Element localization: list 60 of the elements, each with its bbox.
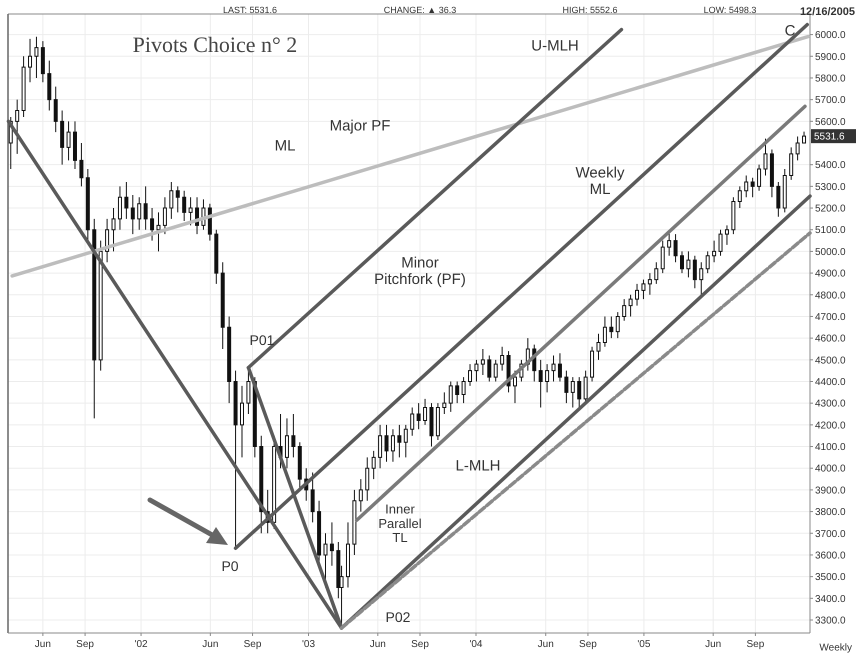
x-tick-label: '03 xyxy=(302,639,316,650)
y-tick-label: 3600.0 xyxy=(815,550,846,562)
y-tick-label: 3800.0 xyxy=(815,507,846,518)
x-tick-label: Sep xyxy=(244,639,262,650)
annotation: C xyxy=(784,22,796,40)
y-tick-label: 5000.0 xyxy=(815,246,846,258)
x-tick-label: Jun xyxy=(370,639,386,650)
y-tick-label: 6000.0 xyxy=(815,30,846,42)
text: Weekly xyxy=(819,642,852,654)
annotation: Major PF xyxy=(330,117,390,134)
y-tick-label: 4600.0 xyxy=(815,334,846,345)
annotation: U-MLH xyxy=(531,37,579,54)
y-tick-label: 4700.0 xyxy=(815,312,846,323)
x-tick-label: Sep xyxy=(76,639,94,650)
annotation: P02 xyxy=(386,608,411,625)
x-tick-label: Jun xyxy=(202,639,218,650)
annotation: L-MLH xyxy=(455,457,501,474)
y-tick-label: 3900.0 xyxy=(815,485,846,496)
y-tick-label: 3500.0 xyxy=(815,572,846,584)
y-tick-label: 4900.0 xyxy=(815,268,846,280)
text: 5531.6 xyxy=(814,132,846,143)
y-tick-label: 5600.0 xyxy=(815,116,846,128)
y-tick-label: 3400.0 xyxy=(815,594,846,605)
annotation: Inner Parallel TL xyxy=(378,502,422,546)
x-tick-label: Jun xyxy=(34,639,51,650)
x-tick-label: Jun xyxy=(538,639,554,650)
annotation: ML xyxy=(274,137,296,154)
y-tick-label: 4800.0 xyxy=(815,290,846,302)
y-tick-label: 5200.0 xyxy=(815,204,846,215)
y-tick-label: 5300.0 xyxy=(815,182,846,193)
y-tick-label: 5800.0 xyxy=(815,73,846,84)
y-tick-label: 5400.0 xyxy=(815,160,846,172)
y-tick-label: 5900.0 xyxy=(815,52,846,63)
y-tick-label: 3300.0 xyxy=(815,615,846,626)
x-tick-label: Jun xyxy=(705,639,722,650)
y-tick-label: 5700.0 xyxy=(815,95,846,106)
x-tick-label: Sep xyxy=(579,639,598,650)
annotation: Weekly ML xyxy=(576,164,625,198)
y-tick-label: 4200.0 xyxy=(815,420,846,432)
annotation: CHANGE: ▲ 36.3 xyxy=(384,5,456,16)
annotation: P01 xyxy=(250,332,275,348)
x-tick-label: Sep xyxy=(746,639,765,650)
y-tick-label: 4400.0 xyxy=(815,376,846,388)
annotation: Minor Pitchfork (PF) xyxy=(374,254,466,288)
annotation: P0 xyxy=(221,558,239,574)
y-tick-label: 3700.0 xyxy=(815,528,846,540)
annotation: 12/16/2005 xyxy=(800,6,855,18)
y-tick-label: 5100.0 xyxy=(815,225,846,236)
x-tick-label: Sep xyxy=(411,639,430,650)
x-tick-label: '02 xyxy=(134,639,148,650)
y-tick-label: 4000.0 xyxy=(815,464,846,475)
annotation: HIGH: 5552.6 xyxy=(562,5,618,16)
x-tick-label: '04 xyxy=(469,639,483,650)
y-tick-label: 4300.0 xyxy=(815,398,846,410)
y-tick-label: 4100.0 xyxy=(815,442,846,454)
y-tick-label: 4500.0 xyxy=(815,355,846,366)
x-tick-label: '05 xyxy=(637,639,651,650)
annotation: LOW: 5498.3 xyxy=(704,5,756,16)
annotation: LAST: 5531.6 xyxy=(222,5,278,16)
text: Pivots Choice n° 2 xyxy=(132,32,298,57)
